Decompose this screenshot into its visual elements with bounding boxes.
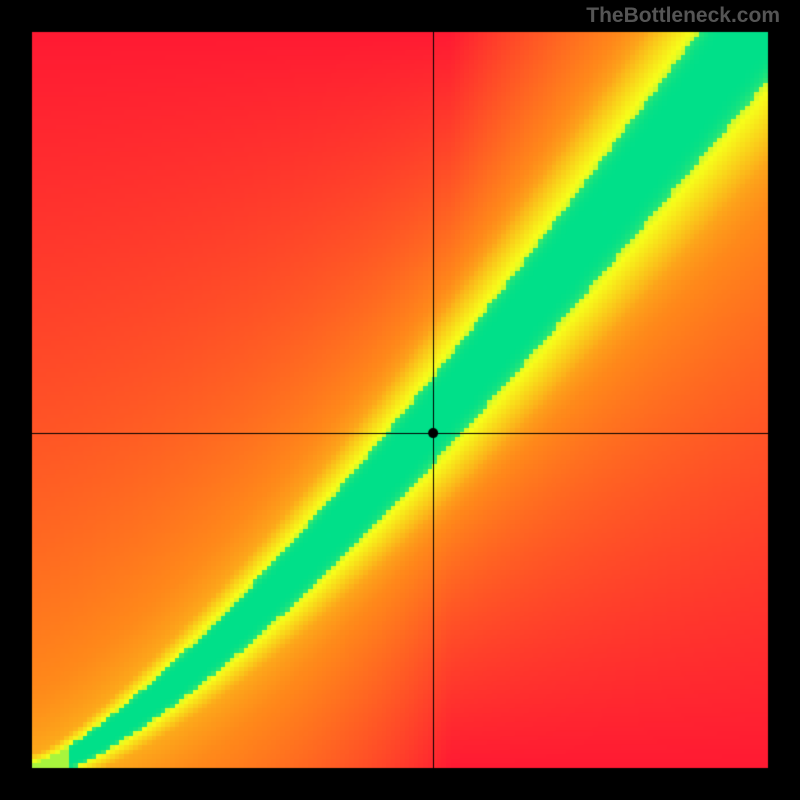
chart-container: TheBottleneck.com	[0, 0, 800, 800]
watermark-text: TheBottleneck.com	[586, 4, 780, 28]
bottleneck-heatmap	[0, 0, 800, 800]
